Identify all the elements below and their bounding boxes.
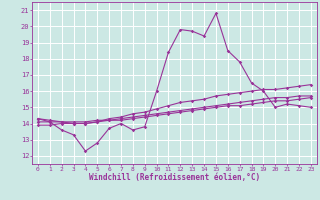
X-axis label: Windchill (Refroidissement éolien,°C): Windchill (Refroidissement éolien,°C)	[89, 173, 260, 182]
